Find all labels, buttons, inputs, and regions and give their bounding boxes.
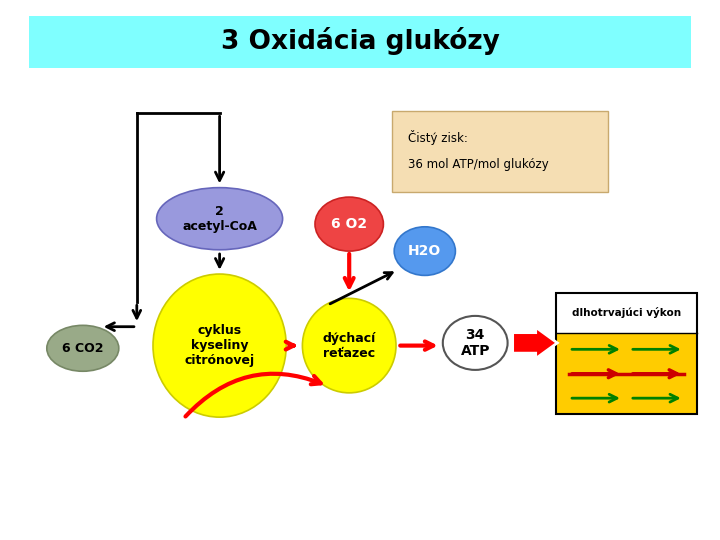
Text: 2
acetyl-CoA: 2 acetyl-CoA bbox=[182, 205, 257, 233]
Text: 34
ATP: 34 ATP bbox=[461, 328, 490, 358]
Text: 6 CO2: 6 CO2 bbox=[62, 342, 104, 355]
FancyArrow shape bbox=[513, 327, 557, 359]
Text: dlhotrvajúci výkon: dlhotrvajúci výkon bbox=[572, 307, 681, 319]
Text: 36 mol ATP/mol glukózy: 36 mol ATP/mol glukózy bbox=[408, 158, 549, 171]
Bar bbox=[556, 293, 696, 333]
Bar bbox=[556, 333, 696, 415]
Ellipse shape bbox=[153, 274, 287, 417]
Bar bbox=[556, 293, 696, 415]
FancyArrowPatch shape bbox=[186, 374, 320, 416]
Text: Čistý zisk:: Čistý zisk: bbox=[408, 130, 468, 145]
Ellipse shape bbox=[157, 187, 282, 249]
Ellipse shape bbox=[394, 227, 455, 275]
Text: cyklus
kyseliny
citrónovej: cyklus kyseliny citrónovej bbox=[184, 324, 255, 367]
FancyBboxPatch shape bbox=[392, 111, 608, 192]
Ellipse shape bbox=[302, 298, 396, 393]
FancyBboxPatch shape bbox=[29, 16, 691, 68]
Text: 6 O2: 6 O2 bbox=[331, 217, 367, 231]
Text: dýchací
reťazec: dýchací reťazec bbox=[323, 332, 376, 360]
Text: H2O: H2O bbox=[408, 244, 441, 258]
Ellipse shape bbox=[47, 325, 119, 372]
Ellipse shape bbox=[443, 316, 508, 370]
Text: 3 Oxidácia glukózy: 3 Oxidácia glukózy bbox=[220, 27, 500, 55]
Ellipse shape bbox=[315, 197, 383, 251]
